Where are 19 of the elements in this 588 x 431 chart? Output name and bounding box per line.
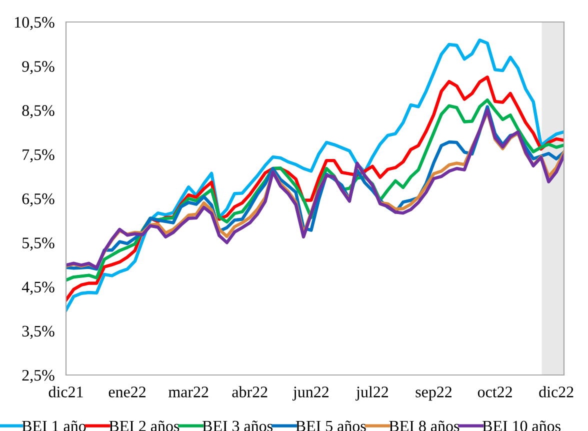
y-tick-label: 8,5% — [22, 105, 54, 118]
x-tick-label: dic21 — [48, 386, 83, 398]
y-tick-label: 3,5% — [22, 326, 54, 339]
x-tick-label: sep22 — [416, 386, 452, 401]
x-tick-label: abr22 — [232, 386, 268, 398]
y-tick-label: 6,5% — [22, 193, 54, 206]
x-tick-label: jun22 — [292, 386, 328, 401]
x-tick-label: dic22 — [539, 386, 574, 398]
y-tick-label: 2,5% — [22, 370, 54, 383]
x-tick-label: ene22 — [108, 386, 146, 398]
x-tick-label: jul22 — [356, 386, 388, 401]
y-tick-label: 7,5% — [22, 149, 54, 162]
x-tick-label: oct22 — [478, 386, 512, 398]
y-tick-label: 5,5% — [22, 238, 54, 251]
y-tick-label: 10,5% — [15, 16, 54, 30]
x-tick-label: mar22 — [168, 386, 208, 398]
line-series — [66, 38, 564, 312]
y-tick-label: 9,5% — [22, 61, 54, 74]
y-tick-label: 4,5% — [22, 282, 54, 295]
